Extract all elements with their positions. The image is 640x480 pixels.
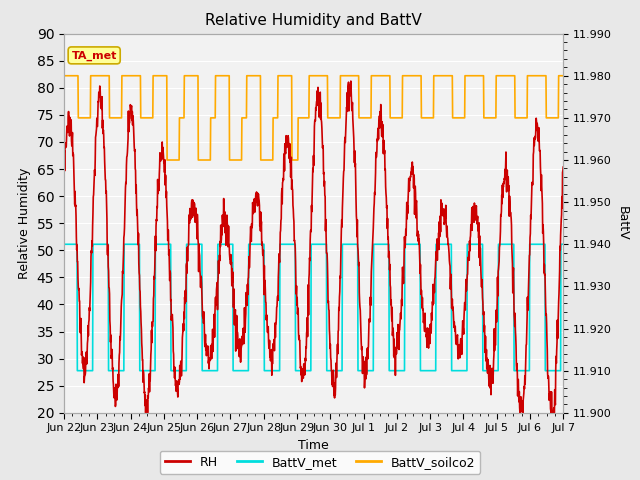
Text: TA_met: TA_met — [72, 50, 117, 60]
Y-axis label: BattV: BattV — [616, 206, 628, 240]
X-axis label: Time: Time — [298, 439, 329, 452]
Legend: RH, BattV_met, BattV_soilco2: RH, BattV_met, BattV_soilco2 — [159, 451, 481, 474]
Title: Relative Humidity and BattV: Relative Humidity and BattV — [205, 13, 422, 28]
Y-axis label: Relative Humidity: Relative Humidity — [18, 168, 31, 279]
